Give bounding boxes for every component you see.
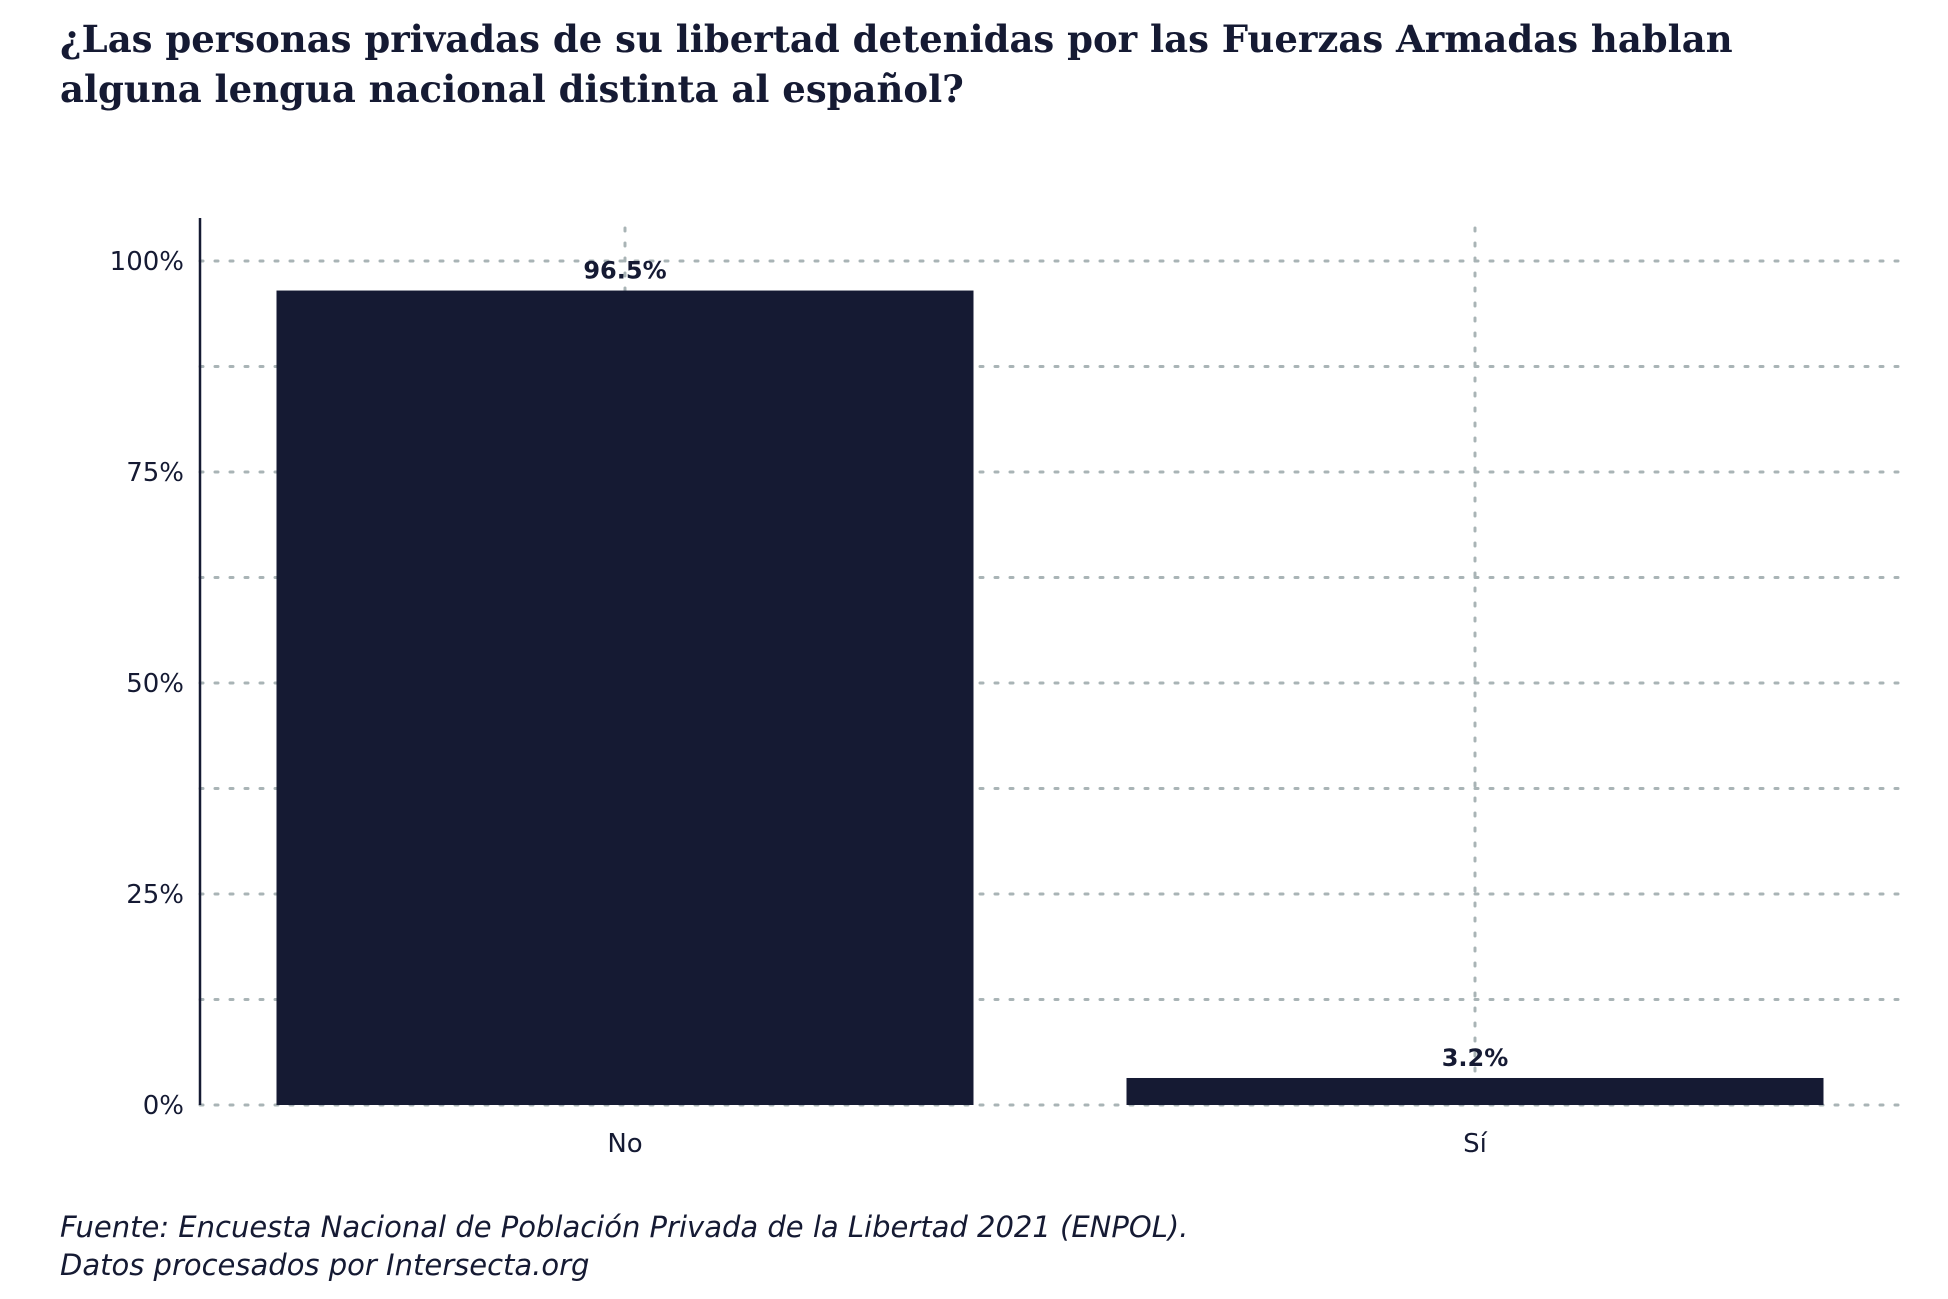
labels: 0% 25% 50% 75% 100% No Sí 96.5% 3.2% xyxy=(110,247,1509,1159)
bars xyxy=(276,290,1824,1105)
y-tick-label: 0% xyxy=(143,1091,184,1121)
caption-line-2: Datos procesados por Intersecta.org xyxy=(60,1248,590,1282)
y-tick-label: 75% xyxy=(126,458,184,488)
chart-title-line-1: ¿Las personas privadas de su libertad de… xyxy=(60,17,1733,61)
y-tick-label: 50% xyxy=(126,669,184,699)
bar-value-label: 3.2% xyxy=(1442,1044,1509,1072)
y-tick-label: 100% xyxy=(110,247,184,277)
chart-source-caption: Fuente: Encuesta Nacional de Población P… xyxy=(60,1208,1860,1284)
bar-sí xyxy=(1126,1077,1824,1105)
x-tick-label: Sí xyxy=(1463,1129,1488,1159)
bar-value-label: 96.5% xyxy=(583,257,666,285)
caption-line-1: Fuente: Encuesta Nacional de Población P… xyxy=(60,1210,1189,1244)
chart-title: ¿Las personas privadas de su libertad de… xyxy=(60,14,1860,114)
y-tick-label: 25% xyxy=(126,880,184,910)
bar-no xyxy=(276,290,974,1105)
chart-title-line-2: alguna lengua nacional distinta al españ… xyxy=(60,67,964,111)
x-tick-label: No xyxy=(607,1129,642,1159)
